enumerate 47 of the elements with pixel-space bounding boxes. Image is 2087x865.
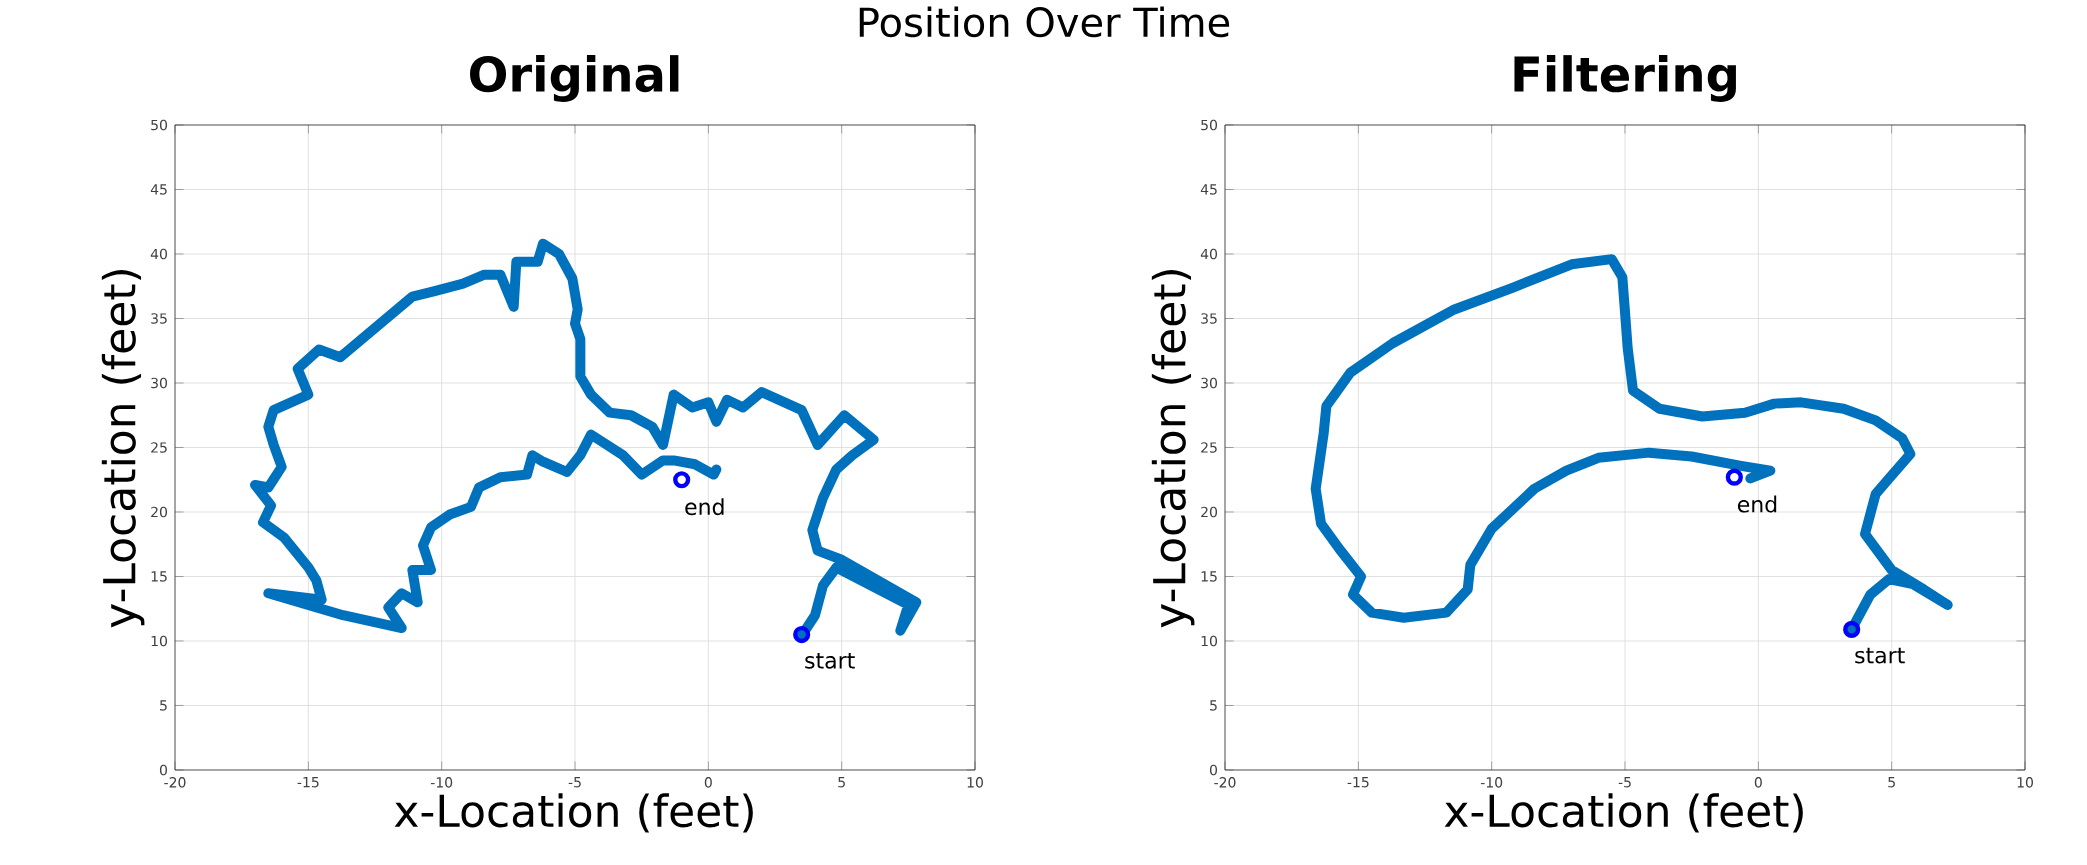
x-tick-label: 5 — [838, 777, 845, 788]
annotation: start — [1855, 647, 1905, 664]
x-tick-label: 10 — [2017, 777, 2033, 788]
x-axis-title: x-Location (feet) — [394, 793, 753, 833]
x-tick-label: -15 — [297, 777, 319, 788]
x-tick-label: -5 — [568, 777, 581, 788]
y-tick-label: 45 — [1200, 184, 1217, 195]
y-tick-label: 15 — [151, 571, 167, 582]
x-tick-label: 0 — [1754, 777, 1762, 788]
annotation: end — [685, 498, 724, 516]
x-tick-label: 5 — [1888, 777, 1895, 788]
y-tick-label: 35 — [151, 313, 167, 324]
x-tick-label: -20 — [1214, 777, 1236, 788]
y-tick-label: 20 — [1201, 506, 1217, 518]
y-tick-label: 40 — [1200, 248, 1217, 260]
y-axis-title: y-Location (feet) — [101, 270, 145, 628]
x-tick-label: -15 — [1347, 777, 1369, 788]
y-tick-label: 25 — [151, 442, 167, 453]
y-tick-label: 30 — [151, 377, 167, 389]
y-tick-label: 0 — [1209, 764, 1218, 776]
y-tick-label: 10 — [151, 635, 167, 647]
chart-title: Filtering — [1514, 55, 1736, 102]
y-tick-label: 10 — [1201, 635, 1217, 647]
y-tick-label: 5 — [1210, 700, 1217, 711]
y-tick-label: 0 — [159, 764, 167, 776]
y-tick-label: 40 — [150, 248, 167, 260]
x-tick-label: -20 — [164, 777, 186, 788]
y-tick-label: 5 — [160, 700, 167, 711]
y-tick-label: 35 — [1201, 313, 1217, 324]
x-tick-label: 0 — [704, 777, 712, 788]
annotation: end — [1737, 495, 1777, 513]
chart-title: Original — [470, 55, 679, 102]
y-tick-label: 50 — [151, 119, 167, 131]
annotation: start — [805, 652, 855, 669]
x-tick-label: -10 — [1480, 777, 1503, 788]
y-tick-label: 25 — [1201, 442, 1217, 453]
x-tick-label: 10 — [967, 777, 983, 788]
y-axis-title: y-Location (feet) — [1151, 270, 1195, 628]
x-tick-label: -5 — [1618, 777, 1631, 788]
y-tick-label: 50 — [1201, 119, 1217, 131]
y-tick-label: 15 — [1201, 571, 1217, 582]
y-tick-label: 30 — [1201, 377, 1217, 389]
x-axis-title: x-Location (feet) — [1444, 793, 1803, 833]
y-tick-label: 20 — [151, 506, 167, 518]
text: Position Over Time — [859, 6, 1230, 38]
y-tick-label: 45 — [150, 184, 167, 195]
x-tick-label: -10 — [430, 777, 453, 788]
